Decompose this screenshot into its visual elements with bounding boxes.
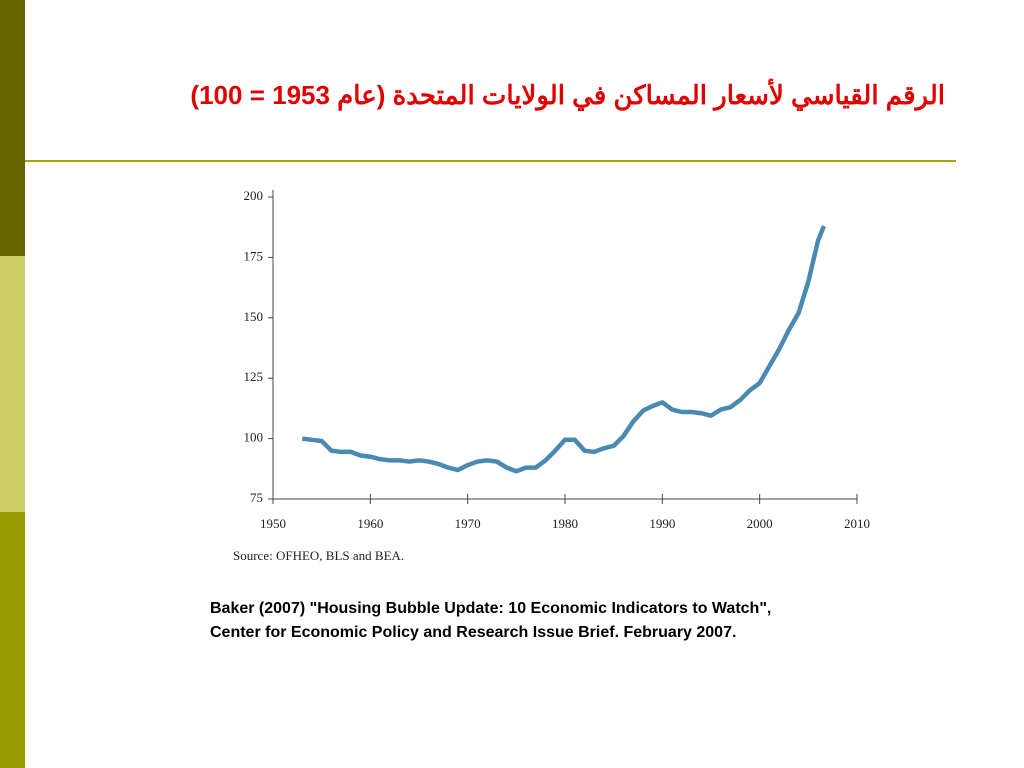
citation: Baker (2007) "Housing Bubble Update: 10 … bbox=[210, 600, 772, 617]
x-tick-label: 1970 bbox=[455, 516, 481, 531]
data-line bbox=[301, 225, 826, 474]
y-tick-label: 75 bbox=[250, 490, 263, 505]
divider bbox=[25, 160, 956, 162]
slide-title: الرقم القياسي لأسعار المساكن في الولايات… bbox=[190, 80, 945, 110]
strip bbox=[0, 0, 25, 256]
strip bbox=[0, 256, 25, 512]
x-tick-label: 2010 bbox=[844, 516, 870, 531]
y-tick-label: 100 bbox=[244, 430, 264, 445]
x-tick-label: 1960 bbox=[357, 516, 383, 531]
x-tick-label: 2000 bbox=[747, 516, 773, 531]
citation: Center for Economic Policy and Research … bbox=[210, 624, 737, 641]
y-tick-label: 175 bbox=[244, 248, 264, 263]
source: Source: OFHEO, BLS and BEA. bbox=[233, 548, 404, 563]
x-tick-label: 1950 bbox=[260, 516, 286, 531]
y-tick-label: 125 bbox=[244, 369, 264, 384]
x-tick-label: 1980 bbox=[552, 516, 578, 531]
y-tick-label: 200 bbox=[244, 188, 264, 203]
x-tick-label: 1990 bbox=[649, 516, 675, 531]
y-tick-label: 150 bbox=[244, 309, 264, 324]
strip bbox=[0, 512, 25, 768]
